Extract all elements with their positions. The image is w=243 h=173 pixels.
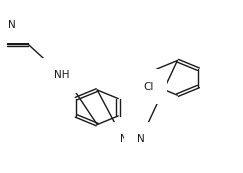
Text: N: N: [8, 20, 16, 30]
Text: N: N: [137, 134, 144, 144]
Text: Cl: Cl: [144, 81, 154, 92]
Text: NH: NH: [54, 70, 70, 80]
Text: N: N: [120, 134, 127, 144]
